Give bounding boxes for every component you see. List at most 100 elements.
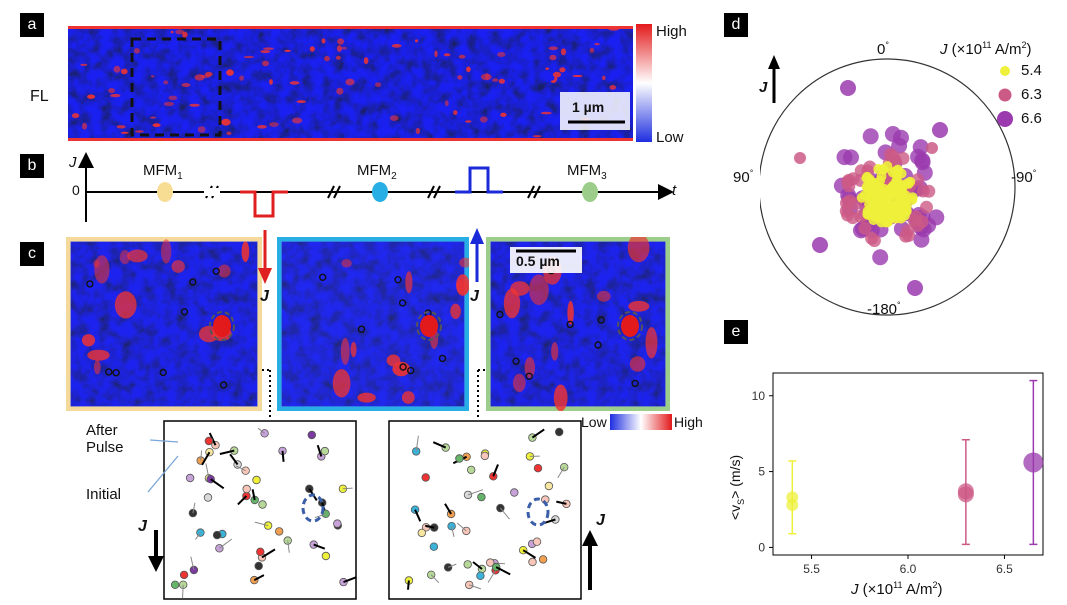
velocity-point	[786, 498, 799, 511]
strip-speckle	[465, 120, 472, 123]
strip-speckle	[589, 47, 595, 53]
y-tick-label: 0	[758, 540, 765, 554]
displacement-arrow	[451, 526, 455, 538]
pinned-skyrmion	[213, 315, 231, 337]
c-j-label-1: J	[260, 288, 269, 305]
skyrmion-marker	[406, 366, 415, 375]
mfm-red-region	[94, 255, 110, 284]
strip-speckle	[540, 111, 552, 115]
c-j-label-2: J	[470, 288, 479, 305]
displacement-arrow	[314, 513, 326, 519]
skyrmion-dot	[477, 492, 486, 502]
displacement-arrow	[192, 502, 196, 514]
angle-right: -90°	[1011, 168, 1037, 186]
skyrmion-dot	[510, 488, 519, 497]
displacement-arrow	[182, 584, 184, 599]
polar-point	[876, 195, 887, 206]
displacement-arrow	[424, 524, 435, 529]
skyrmion-dot	[538, 555, 548, 564]
strip-speckle	[415, 39, 418, 43]
strip-speckle	[163, 80, 169, 85]
strip-speckle	[80, 63, 88, 66]
displacement-arrow	[447, 563, 457, 568]
x-tick-label: 6.5	[996, 562, 1013, 576]
strip-speckle	[345, 78, 355, 86]
strip-speckle	[226, 131, 232, 136]
strip-speckle	[609, 85, 617, 90]
displacement-arrow	[432, 441, 447, 449]
skyrmion-dot	[203, 493, 213, 502]
mfm-red-region	[524, 357, 535, 378]
skyrmion-marker	[219, 381, 228, 389]
strip-speckle	[289, 81, 300, 85]
skyrmion-marker	[189, 278, 197, 286]
displacement-arrow	[281, 450, 285, 462]
polar-point	[840, 80, 856, 96]
mfm2-dot	[372, 182, 388, 202]
mfm-red-region	[456, 279, 469, 294]
angle-left: 90°	[733, 168, 754, 186]
strip-speckle	[113, 65, 121, 73]
strip-speckle	[262, 60, 269, 67]
strip-speckle	[108, 88, 115, 94]
skyrmion-dot	[463, 560, 472, 569]
skyrmion-dot	[274, 527, 284, 536]
strip-speckle	[296, 100, 306, 103]
strip-speckle	[194, 74, 205, 81]
strip-speckle	[181, 83, 191, 87]
displacement-arrow	[235, 465, 246, 472]
skyrmion-dot	[455, 454, 464, 463]
polar-point	[858, 221, 872, 235]
polar-point	[873, 164, 884, 174]
polar-point	[892, 166, 903, 177]
skyrmion-dot	[533, 464, 543, 473]
panel-e-tag: e	[724, 320, 748, 344]
strip-speckle	[239, 75, 245, 81]
strip-speckle	[226, 69, 234, 76]
strip-speckle	[337, 38, 344, 45]
skyrmion-marker	[631, 379, 639, 388]
skyrmion-dot	[321, 551, 331, 561]
strip-speckle	[336, 87, 344, 95]
strip-speckle	[363, 57, 369, 65]
strip-speckle	[170, 30, 174, 34]
mfm-red-region	[629, 356, 646, 372]
skyrmion-marker	[594, 341, 602, 349]
strip-speckle	[389, 115, 399, 121]
mfm-strip-image	[68, 26, 633, 141]
strip-speckle	[415, 127, 421, 135]
polar-point	[843, 194, 856, 208]
mfm-red-region	[596, 290, 611, 302]
x-tick-label: 6.0	[900, 562, 917, 576]
mfm3-label: MFM3	[567, 162, 607, 182]
panel-d-tag: d	[724, 13, 748, 37]
displacement-arrow	[495, 566, 511, 576]
polar-point	[886, 210, 897, 221]
mfm1-image	[66, 237, 262, 411]
skyrmion-marker	[394, 276, 402, 284]
strip-speckle	[263, 47, 274, 50]
strip-speckle	[292, 117, 303, 124]
skyrmion-marker	[319, 273, 327, 281]
skyrmion-map-1	[163, 420, 357, 600]
skyrmion-dot	[204, 436, 214, 446]
displacement-arrow	[287, 540, 290, 553]
skyrmion-dot	[464, 580, 474, 590]
mfm-red-region	[341, 259, 352, 268]
displacement-arrow	[253, 574, 265, 581]
strip-speckle	[182, 31, 188, 38]
mfm3-dot	[582, 182, 598, 202]
polar-point	[859, 190, 870, 201]
skyrmion-dot	[258, 500, 267, 509]
strip-speckle	[152, 123, 161, 128]
skyrmion-marker	[398, 299, 407, 307]
skyrmion-map-2	[388, 420, 582, 600]
skyrmion-dot	[256, 547, 265, 556]
x-tick-label: 5.5	[803, 562, 820, 576]
polar-point	[896, 151, 910, 165]
skyrmion-marker	[496, 310, 504, 319]
skyrmion-dot	[421, 473, 430, 482]
skyrmion-dot	[554, 427, 564, 437]
strip-speckle	[532, 135, 542, 138]
displacement-arrow	[229, 453, 239, 466]
